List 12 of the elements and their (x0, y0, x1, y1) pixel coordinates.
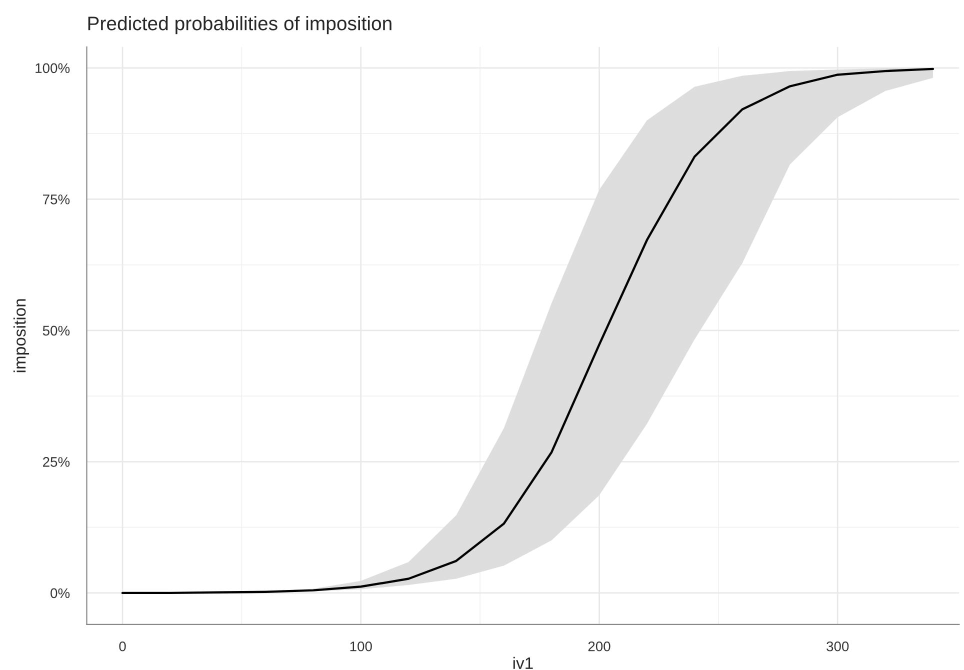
chart-title: Predicted probabilities of imposition (88, 16, 392, 34)
x-tick-label: 300 (826, 641, 849, 652)
y-tick-label: 50% (42, 326, 70, 336)
y-tick-label: 25% (42, 457, 70, 467)
y-axis-title: imposition (13, 299, 30, 372)
x-tick-label: 100 (350, 641, 372, 652)
x-tick-label: 200 (588, 641, 610, 652)
y-tick-label: 100% (36, 63, 70, 74)
y-tick-label: 0% (50, 588, 70, 598)
y-tick-label: 75% (43, 194, 70, 204)
x-tick-label: 0 (119, 641, 126, 652)
x-axis-title: iv1 (513, 656, 533, 669)
